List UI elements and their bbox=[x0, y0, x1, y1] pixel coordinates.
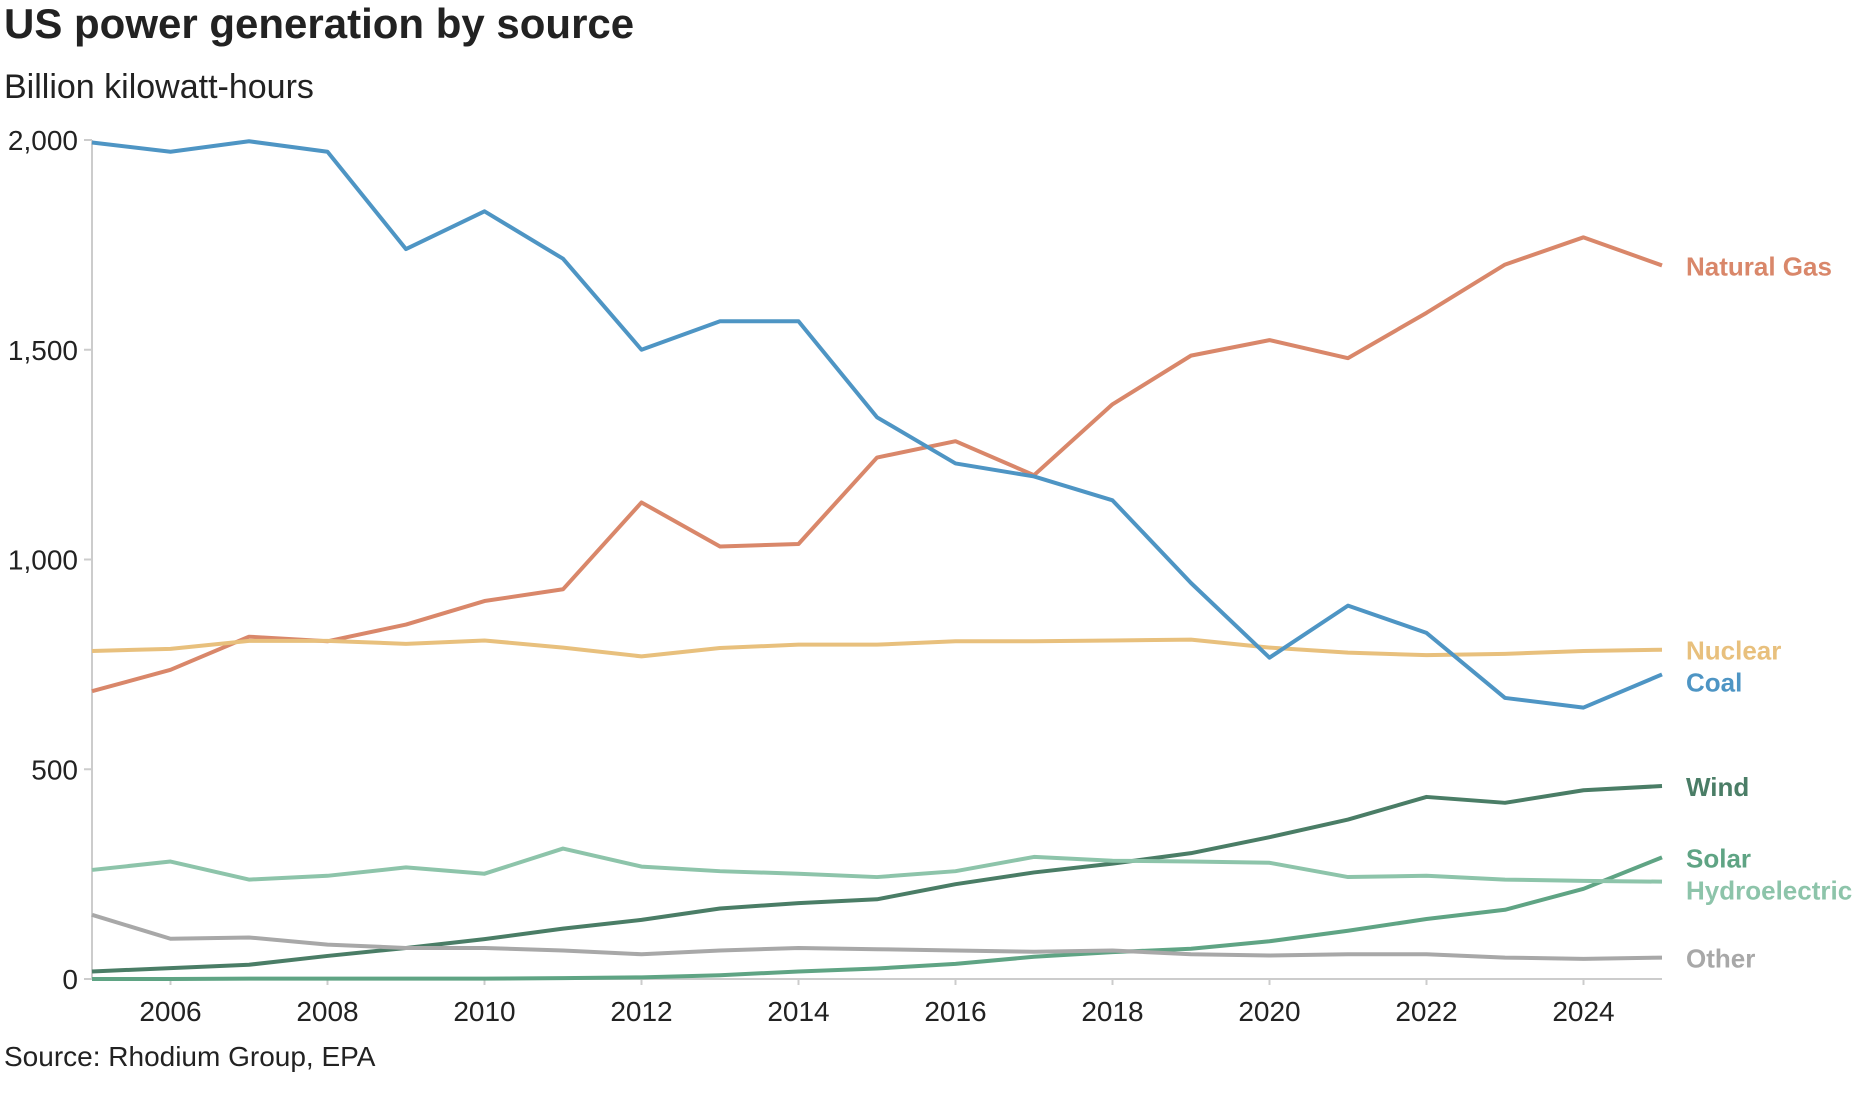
series-label: Wind bbox=[1686, 772, 1749, 802]
y-tick-label: 1,000 bbox=[8, 545, 78, 576]
chart-title: US power generation by source bbox=[4, 0, 634, 47]
series-line bbox=[91, 637, 1663, 659]
source-note: Source: Rhodium Group, EPA bbox=[4, 1041, 376, 1072]
y-tick-label: 0 bbox=[62, 964, 78, 995]
series-line bbox=[91, 235, 1663, 694]
x-tick-label: 2022 bbox=[1395, 996, 1457, 1027]
series-line bbox=[92, 855, 1663, 981]
chart-subtitle: Billion kilowatt-hours bbox=[4, 68, 314, 106]
x-tick-label: 2012 bbox=[610, 996, 672, 1027]
series-label: Natural Gas bbox=[1686, 251, 1832, 281]
series-label: Other bbox=[1686, 944, 1755, 974]
series-label: Coal bbox=[1686, 668, 1742, 698]
series-line bbox=[91, 846, 1663, 884]
x-tick-label: 2024 bbox=[1552, 996, 1614, 1027]
series-line bbox=[91, 912, 1663, 961]
x-tick-label: 2014 bbox=[767, 996, 829, 1027]
x-tick-label: 2020 bbox=[1238, 996, 1300, 1027]
series-line bbox=[91, 784, 1663, 974]
series-label: Solar bbox=[1686, 843, 1751, 873]
y-tick-label: 2,000 bbox=[8, 125, 78, 156]
x-tick-label: 2016 bbox=[924, 996, 986, 1027]
y-tick-label: 1,500 bbox=[8, 335, 78, 366]
x-tick-label: 2018 bbox=[1081, 996, 1143, 1027]
series-label: Nuclear bbox=[1686, 636, 1781, 666]
x-tick-label: 2010 bbox=[453, 996, 515, 1027]
x-tick-label: 2008 bbox=[296, 996, 358, 1027]
series-line bbox=[91, 139, 1663, 710]
x-tick-label: 2006 bbox=[139, 996, 201, 1027]
y-tick-label: 500 bbox=[31, 754, 78, 785]
series-label: Hydroelectric bbox=[1686, 875, 1852, 905]
